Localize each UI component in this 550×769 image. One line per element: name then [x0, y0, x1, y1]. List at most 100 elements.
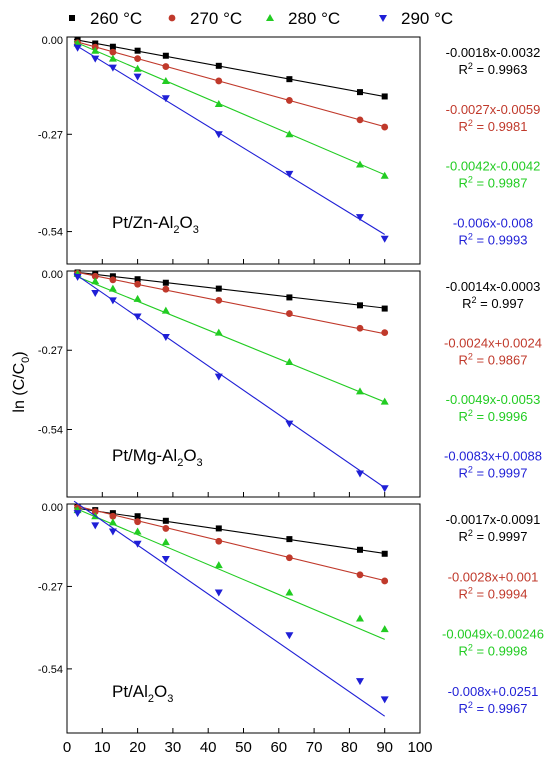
data-point — [134, 280, 142, 288]
fit-r2: R2 = 0.9993 — [459, 231, 528, 247]
data-point — [161, 555, 170, 563]
data-point — [161, 95, 170, 103]
data-point — [109, 48, 117, 56]
data-point — [285, 357, 294, 365]
data-point — [73, 510, 82, 518]
data-point — [380, 171, 389, 179]
data-point — [355, 160, 364, 168]
data-point — [356, 302, 363, 309]
data-point — [134, 47, 141, 54]
data-point — [285, 97, 293, 104]
data-point — [91, 277, 100, 285]
data-point — [285, 632, 294, 640]
series — [73, 506, 389, 640]
legend-label: 260 °C — [90, 9, 142, 28]
data-point — [215, 62, 222, 69]
fit-r2: R2 = 0.9997 — [459, 465, 528, 481]
fit-equation: -0.0027x-0.0059 — [446, 102, 541, 117]
data-point — [162, 525, 170, 532]
data-point — [108, 64, 117, 72]
series — [73, 269, 389, 337]
data-point — [133, 73, 142, 81]
data-point — [92, 40, 99, 47]
data-point — [355, 214, 364, 222]
y-tick-label: -0.27 — [38, 581, 63, 593]
fit-line — [73, 507, 385, 640]
legend-marker — [69, 15, 75, 21]
data-point — [91, 522, 100, 530]
fit-r2: R2 = 0.997 — [462, 295, 524, 311]
data-point — [162, 52, 169, 59]
fit-r2: R2 = 0.9997 — [459, 528, 528, 544]
data-point — [109, 43, 116, 50]
data-point — [133, 527, 142, 535]
fit-equation: -0.0049x-0.00246 — [442, 627, 544, 642]
legend-item: 260 °C — [69, 9, 142, 28]
data-point — [214, 131, 223, 139]
axes-text: 0102030405060708090100Time, minln (C/C0) — [11, 351, 433, 769]
x-tick-label: 30 — [165, 739, 182, 756]
panels: 0.00 -0.27 -0.54 Pt/Zn-Al2O3 0.00 -0.27 -0.54 P… — [38, 35, 421, 734]
data-point — [285, 588, 294, 596]
fit-line — [73, 504, 385, 582]
data-point — [133, 313, 142, 321]
fit-line — [73, 274, 385, 403]
data-point — [161, 306, 170, 314]
data-point — [161, 76, 170, 84]
catalyst-label: Pt/Zn-Al2O3 — [112, 213, 199, 236]
data-point — [162, 279, 169, 286]
data-point — [215, 525, 222, 532]
x-tick-label: 100 — [407, 739, 432, 756]
catalyst-label: Pt/Al2O3 — [112, 682, 173, 705]
panel: 0.00 -0.27 -0.54 Pt/Zn-Al2O3 — [38, 35, 421, 265]
x-tick-label: 20 — [129, 739, 146, 756]
data-point — [108, 528, 117, 536]
series — [73, 39, 389, 179]
series — [73, 39, 389, 131]
data-point — [215, 537, 223, 545]
x-tick-label: 0 — [63, 739, 71, 756]
legend: 260 °C 270 °C 280 °C 290 °C — [69, 9, 453, 28]
data-point — [108, 297, 117, 305]
data-point — [215, 77, 223, 85]
legend-label: 280 °C — [288, 9, 340, 28]
y-tick-label: -0.54 — [38, 227, 63, 239]
fit-line — [73, 43, 385, 235]
data-point — [134, 276, 141, 283]
fit-r2: R2 = 0.9987 — [459, 175, 528, 191]
legend-marker — [266, 14, 274, 21]
data-point — [162, 285, 170, 293]
x-tick-label: 10 — [94, 739, 111, 756]
data-point — [286, 536, 293, 543]
data-point — [285, 554, 293, 562]
series — [73, 43, 389, 243]
data-point — [380, 625, 389, 633]
fit-equation: -0.0028x+0.001 — [448, 569, 539, 584]
legend-item: 270 °C — [168, 9, 242, 28]
fit-r2: R2 = 0.9994 — [459, 585, 528, 601]
data-point — [355, 387, 364, 395]
data-point — [380, 235, 389, 243]
fit-line — [73, 38, 385, 98]
data-point — [356, 324, 364, 332]
data-point — [73, 44, 82, 52]
data-point — [285, 170, 294, 178]
y-tick-label: -0.54 — [38, 424, 63, 436]
data-point — [286, 76, 293, 83]
data-point — [355, 678, 364, 686]
data-point — [356, 89, 363, 96]
data-point — [381, 93, 388, 100]
fit-line — [73, 272, 386, 489]
data-point — [356, 571, 364, 579]
x-tick-label: 70 — [306, 739, 323, 756]
data-point — [91, 55, 100, 63]
fit-equation: -0.0049x-0.0053 — [446, 392, 541, 407]
